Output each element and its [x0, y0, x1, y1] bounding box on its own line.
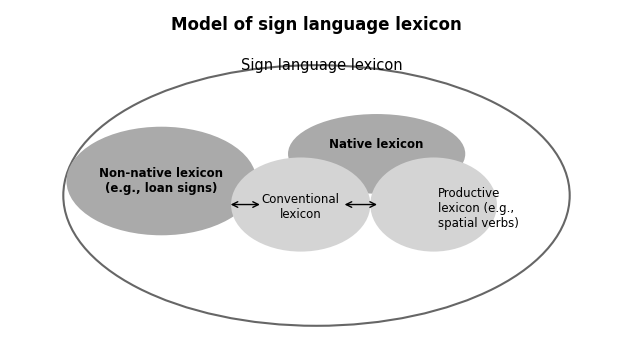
Text: Conventional
lexicon: Conventional lexicon [261, 193, 340, 221]
Text: Productive
lexicon (e.g.,
spatial verbs): Productive lexicon (e.g., spatial verbs) [438, 187, 519, 230]
Ellipse shape [66, 127, 256, 235]
Ellipse shape [63, 65, 570, 326]
Ellipse shape [231, 157, 370, 252]
Text: Native lexicon: Native lexicon [329, 138, 424, 151]
Ellipse shape [370, 157, 497, 252]
Ellipse shape [288, 114, 465, 194]
Text: Model of sign language lexicon: Model of sign language lexicon [171, 16, 462, 34]
Text: Non-native lexicon
(e.g., loan signs): Non-native lexicon (e.g., loan signs) [99, 167, 223, 195]
Text: Sign language lexicon: Sign language lexicon [241, 58, 402, 73]
